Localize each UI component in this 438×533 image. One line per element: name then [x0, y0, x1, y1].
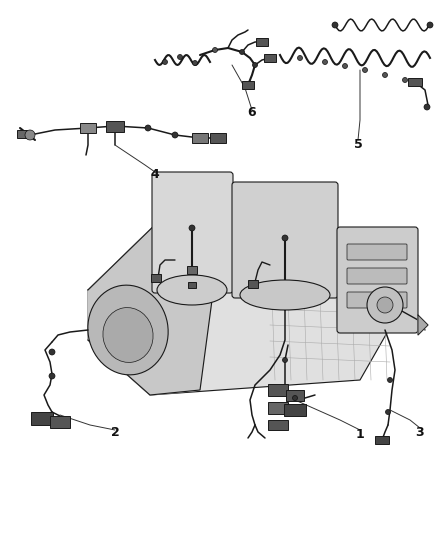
Bar — [188, 282, 196, 288]
Bar — [192, 133, 208, 143]
Circle shape — [363, 68, 367, 72]
Circle shape — [240, 50, 244, 54]
FancyBboxPatch shape — [347, 268, 407, 284]
Text: 1: 1 — [356, 429, 364, 441]
Circle shape — [382, 72, 388, 77]
Circle shape — [388, 377, 392, 383]
Circle shape — [283, 358, 287, 362]
Bar — [80, 123, 96, 133]
Polygon shape — [88, 220, 400, 395]
FancyBboxPatch shape — [152, 172, 233, 293]
Ellipse shape — [157, 275, 227, 305]
Circle shape — [189, 225, 195, 231]
Circle shape — [282, 235, 288, 241]
Bar — [210, 133, 226, 143]
Ellipse shape — [103, 308, 153, 362]
Circle shape — [172, 132, 178, 138]
Circle shape — [49, 349, 55, 355]
Circle shape — [322, 60, 328, 64]
Text: 3: 3 — [416, 425, 424, 439]
Bar — [268, 420, 288, 430]
Bar — [31, 411, 53, 424]
Bar — [151, 274, 161, 282]
Circle shape — [293, 395, 297, 400]
Text: 2: 2 — [111, 425, 120, 439]
Circle shape — [427, 22, 433, 28]
Bar — [268, 384, 288, 396]
Circle shape — [297, 55, 303, 61]
Circle shape — [49, 373, 55, 379]
Bar — [286, 390, 304, 400]
Circle shape — [145, 125, 151, 131]
Circle shape — [162, 60, 167, 64]
Polygon shape — [418, 315, 428, 335]
Text: 4: 4 — [151, 168, 159, 182]
Bar — [50, 416, 70, 428]
Ellipse shape — [88, 285, 168, 375]
Circle shape — [403, 77, 407, 83]
Circle shape — [252, 62, 258, 68]
Circle shape — [343, 63, 347, 69]
Bar — [106, 120, 124, 132]
Circle shape — [332, 22, 338, 28]
Bar — [248, 280, 258, 288]
Bar — [375, 436, 389, 444]
Bar — [256, 38, 268, 46]
FancyBboxPatch shape — [337, 227, 418, 333]
Bar — [408, 78, 422, 86]
Circle shape — [177, 54, 183, 60]
Circle shape — [377, 297, 393, 313]
Polygon shape — [88, 220, 220, 395]
Bar — [17, 130, 27, 138]
Text: 6: 6 — [247, 106, 256, 118]
FancyBboxPatch shape — [347, 292, 407, 308]
Circle shape — [192, 61, 198, 66]
Bar — [284, 404, 306, 416]
FancyBboxPatch shape — [232, 182, 338, 298]
Bar — [187, 266, 197, 274]
Circle shape — [367, 287, 403, 323]
Circle shape — [212, 47, 218, 52]
Circle shape — [385, 409, 391, 415]
Bar — [242, 81, 254, 89]
Bar — [264, 54, 276, 62]
Ellipse shape — [240, 280, 330, 310]
Bar — [268, 402, 288, 414]
Circle shape — [25, 130, 35, 140]
Circle shape — [424, 104, 430, 110]
Text: 5: 5 — [353, 139, 362, 151]
FancyBboxPatch shape — [347, 244, 407, 260]
